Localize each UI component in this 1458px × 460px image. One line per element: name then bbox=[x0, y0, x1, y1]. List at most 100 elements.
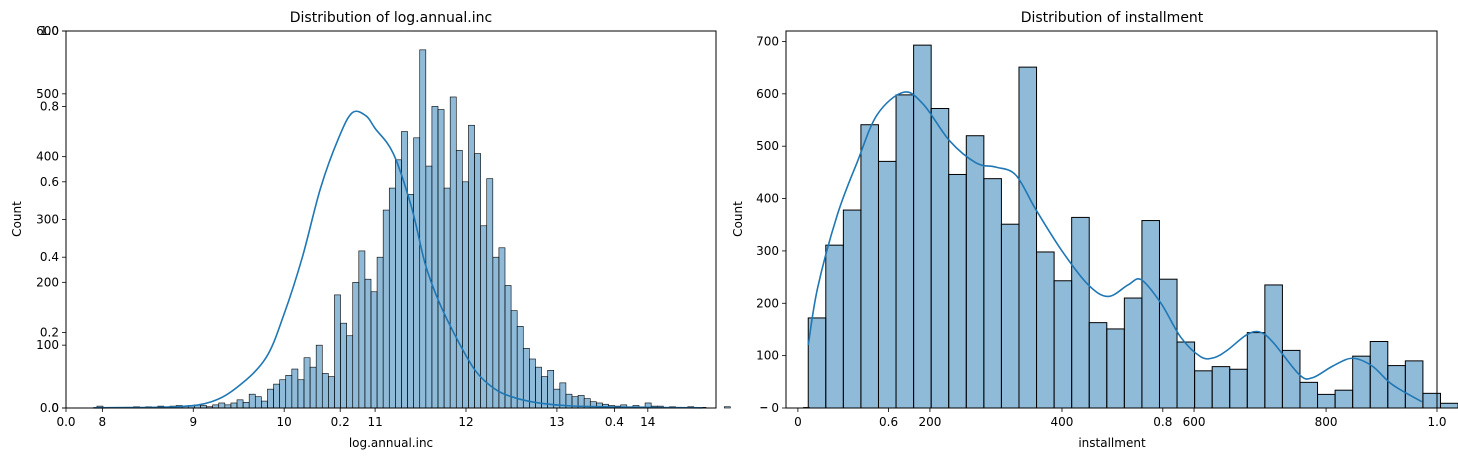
y-tick-label: 700 bbox=[756, 34, 779, 48]
histogram-bar bbox=[291, 368, 299, 409]
histogram-bar bbox=[486, 178, 494, 409]
histogram-bar bbox=[437, 109, 445, 409]
histogram-bar bbox=[419, 49, 427, 409]
x-tick-label: 13 bbox=[549, 415, 564, 429]
histogram-bar bbox=[242, 402, 250, 409]
histogram-bar bbox=[407, 194, 414, 409]
histogram-bar bbox=[492, 256, 500, 409]
overlay-y-tick-label: 0.2 bbox=[40, 326, 59, 340]
overlay-ticks-right: 0.6 0.8 1.0 bbox=[879, 408, 1447, 429]
histogram-bar bbox=[825, 244, 844, 409]
histogram-bar bbox=[303, 357, 311, 409]
kde-curve bbox=[807, 91, 1423, 403]
chart-title-left: Distribution of log.annual.inc bbox=[290, 10, 492, 26]
histogram-bar bbox=[370, 291, 378, 409]
y-tick-label: 400 bbox=[756, 192, 779, 206]
histogram-bar bbox=[248, 393, 256, 409]
histogram-bar bbox=[1088, 322, 1108, 409]
histogram-bar bbox=[1018, 66, 1038, 409]
y-tick-label: 600 bbox=[36, 24, 59, 38]
histogram-bar bbox=[449, 96, 457, 409]
histogram-bar bbox=[382, 209, 390, 409]
x-tick-label: 400 bbox=[1051, 415, 1074, 429]
x-ticks-right: 0 200 400 600 800 bbox=[794, 408, 1338, 429]
histogram-bar bbox=[1053, 280, 1073, 409]
y-tick-label: 500 bbox=[756, 139, 779, 153]
histogram-bar bbox=[895, 94, 915, 409]
chart-title-right: Distribution of installment bbox=[1021, 10, 1204, 26]
overlay-x-tick-label: 1.0 bbox=[1427, 415, 1446, 429]
x-tick-label: 11 bbox=[367, 415, 382, 429]
histogram-bar bbox=[279, 379, 287, 409]
histogram-bar bbox=[388, 187, 396, 409]
histogram-bar bbox=[328, 376, 335, 409]
histogram-bar bbox=[723, 406, 731, 409]
overlay-y-tick-label: 0.8 bbox=[40, 99, 59, 113]
y-axis-label-right: Count bbox=[731, 201, 745, 237]
overlay-y-tick-label: 0.0 bbox=[40, 401, 59, 415]
overlay-x-tick-label: 0.2 bbox=[331, 415, 350, 429]
y-axis-label-left: Count bbox=[10, 201, 24, 237]
y-tick-label: 100 bbox=[36, 338, 59, 352]
histogram-bar bbox=[948, 173, 967, 409]
histogram-bar bbox=[455, 150, 463, 409]
histogram-bar bbox=[236, 399, 244, 409]
histogram-bar bbox=[913, 44, 932, 409]
histogram-bar bbox=[1141, 220, 1160, 409]
y-ticks-right: 0 100 200 300 400 500 600 700 bbox=[756, 34, 786, 415]
histogram-bar bbox=[230, 402, 238, 409]
y-tick-label: 500 bbox=[36, 87, 59, 101]
y-tick-label: 300 bbox=[36, 213, 59, 227]
overlay-y-tick-label: 0.4 bbox=[40, 250, 59, 264]
overlay-y-tick-label: 0.6 bbox=[40, 175, 59, 189]
x-tick-label: 200 bbox=[918, 415, 941, 429]
histogram-bar bbox=[1439, 402, 1458, 409]
histogram-bar bbox=[376, 256, 384, 409]
y-tick-label: 400 bbox=[36, 150, 59, 164]
y-tick-label: 0 bbox=[771, 401, 779, 415]
histogram-bar bbox=[309, 366, 317, 409]
histogram-bar bbox=[443, 187, 451, 409]
histogram-bar bbox=[860, 124, 879, 409]
histogram-bar bbox=[352, 282, 360, 409]
overlay-x-tick-label: 0.6 bbox=[879, 415, 898, 429]
histogram-bar bbox=[1036, 251, 1055, 409]
x-ticks-left: 8 9 10 11 12 13 14 bbox=[99, 408, 655, 429]
histogram-bar bbox=[1229, 368, 1248, 409]
y-tick-label: 600 bbox=[756, 87, 779, 101]
overlay-x-tick-label: 0.0 bbox=[56, 415, 75, 429]
histogram-bar bbox=[877, 160, 897, 409]
histogram-bar bbox=[315, 344, 323, 409]
x-tick-label: 600 bbox=[1183, 415, 1206, 429]
histogram-bar bbox=[1422, 392, 1441, 409]
x-tick-label: 12 bbox=[458, 415, 473, 429]
kde-curve bbox=[93, 110, 703, 409]
histogram-bar bbox=[1246, 332, 1266, 409]
overlay-x-tick-label: 0.4 bbox=[605, 415, 624, 429]
histogram-bar bbox=[297, 379, 305, 409]
histogram-log-annual-inc: Distribution of log.annual.inc 010020030… bbox=[10, 10, 810, 450]
histogram-bar bbox=[1369, 341, 1389, 409]
histogram-bar bbox=[401, 131, 408, 409]
histogram-bar bbox=[965, 135, 985, 409]
histogram-bar bbox=[510, 310, 518, 409]
histogram-bar bbox=[842, 209, 862, 409]
histogram-bar bbox=[340, 322, 347, 409]
histogram-bar bbox=[504, 285, 512, 409]
histogram-bar bbox=[413, 137, 421, 409]
histogram-bar bbox=[516, 326, 524, 409]
y-ticks-left: 0 100 200 300 400 500 600 bbox=[36, 24, 66, 415]
histogram-bar bbox=[346, 335, 354, 409]
histogram-bar bbox=[395, 159, 402, 409]
histogram-bar bbox=[1071, 216, 1090, 409]
histogram-bar bbox=[1211, 366, 1231, 409]
histogram-bar bbox=[559, 382, 567, 409]
histogram-bar bbox=[1158, 278, 1178, 409]
plot-area-right bbox=[807, 44, 1458, 409]
x-axis-label-left: log.annual.inc bbox=[349, 436, 433, 450]
histogram-bar bbox=[425, 165, 433, 409]
x-tick-label: 800 bbox=[1315, 415, 1338, 429]
histogram-bar bbox=[498, 247, 506, 409]
x-tick-label: 8 bbox=[99, 415, 107, 429]
